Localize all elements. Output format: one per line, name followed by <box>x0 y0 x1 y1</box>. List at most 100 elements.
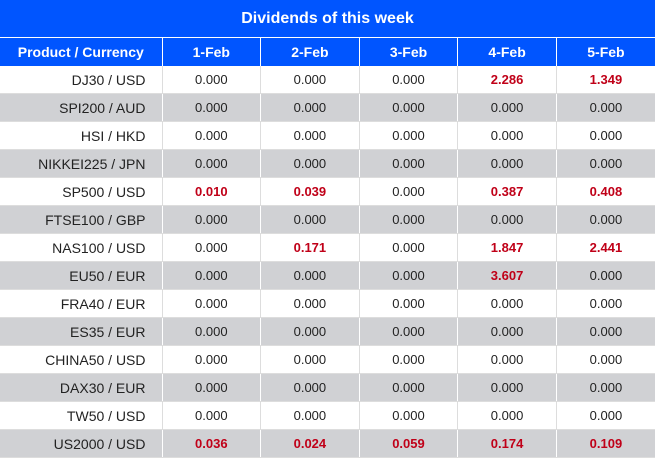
dividend-value-cell: 0.024 <box>260 429 360 458</box>
dividend-value-cell: 0.000 <box>161 233 261 262</box>
table-row: ES35 / EUR 0.000 0.000 0.000 0.000 0.000 <box>0 317 655 346</box>
dividend-value-cell: 0.171 <box>260 233 360 262</box>
dividend-value-cell: 1.349 <box>555 66 655 94</box>
dividend-value-cell: 0.000 <box>358 373 458 402</box>
dividend-value-cell: 0.000 <box>358 205 458 234</box>
table-row: SPI200 / AUD 0.000 0.000 0.000 0.000 0.000 <box>0 93 655 122</box>
dividend-value-cell: 0.000 <box>161 261 261 290</box>
dividend-value-cell: 0.000 <box>161 289 261 318</box>
dividend-value-cell: 0.000 <box>358 93 458 122</box>
dividend-value-cell: 0.387 <box>457 177 557 206</box>
dividend-value-cell: 0.000 <box>358 233 458 262</box>
product-cell: SP500 / USD <box>0 177 162 206</box>
product-cell: SPI200 / AUD <box>0 93 162 122</box>
product-cell: TW50 / USD <box>0 401 162 430</box>
dividend-value-cell: 0.000 <box>161 205 261 234</box>
dividend-value-cell: 0.039 <box>260 177 360 206</box>
dividend-value-cell: 0.000 <box>161 93 261 122</box>
dividend-value-cell: 0.000 <box>260 93 360 122</box>
product-cell: FRA40 / EUR <box>0 289 162 318</box>
column-header-product: Product / Currency <box>0 37 162 66</box>
dividend-value-cell: 0.000 <box>260 121 360 150</box>
table-row: US2000 / USD 0.036 0.024 0.059 0.174 0.109 <box>0 429 655 458</box>
table-row: FTSE100 / GBP 0.000 0.000 0.000 0.000 0.000 <box>0 205 655 234</box>
dividend-value-cell: 0.000 <box>555 289 655 318</box>
dividend-value-cell: 1.847 <box>457 233 557 262</box>
dividend-value-cell: 2.441 <box>555 233 655 262</box>
dividend-value-cell: 0.000 <box>260 66 360 94</box>
dividend-value-cell: 0.000 <box>260 345 360 374</box>
dividend-value-cell: 3.607 <box>457 261 557 290</box>
dividend-value-cell: 0.000 <box>555 93 655 122</box>
dividend-value-cell: 0.000 <box>457 121 557 150</box>
dividend-value-cell: 0.010 <box>161 177 261 206</box>
column-header-date: 5-Feb <box>555 37 655 66</box>
dividend-value-cell: 0.000 <box>260 261 360 290</box>
dividend-value-cell: 0.000 <box>555 401 655 430</box>
product-cell: US2000 / USD <box>0 429 162 458</box>
dividend-value-cell: 0.000 <box>358 345 458 374</box>
product-cell: HSI / HKD <box>0 121 162 150</box>
product-cell: NIKKEI225 / JPN <box>0 149 162 178</box>
column-header-date: 1-Feb <box>161 37 261 66</box>
dividend-value-cell: 0.000 <box>358 261 458 290</box>
dividend-value-cell: 0.000 <box>358 401 458 430</box>
product-cell: ES35 / EUR <box>0 317 162 346</box>
table-row: SP500 / USD 0.010 0.039 0.000 0.387 0.408 <box>0 177 655 206</box>
product-cell: DJ30 / USD <box>0 66 162 94</box>
dividend-value-cell: 0.000 <box>358 177 458 206</box>
dividend-value-cell: 0.000 <box>161 121 261 150</box>
dividend-value-cell: 0.000 <box>358 149 458 178</box>
product-cell: NAS100 / USD <box>0 233 162 262</box>
dividend-value-cell: 0.000 <box>555 345 655 374</box>
dividend-value-cell: 0.000 <box>457 93 557 122</box>
dividend-value-cell: 0.000 <box>260 373 360 402</box>
dividend-value-cell: 0.109 <box>555 429 655 458</box>
dividend-value-cell: 0.000 <box>358 317 458 346</box>
dividend-value-cell: 0.000 <box>555 121 655 150</box>
dividend-value-cell: 0.000 <box>555 373 655 402</box>
column-header-date: 4-Feb <box>457 37 557 66</box>
dividend-value-cell: 0.000 <box>260 289 360 318</box>
dividend-value-cell: 0.174 <box>457 429 557 458</box>
table-row: HSI / HKD 0.000 0.000 0.000 0.000 0.000 <box>0 121 655 150</box>
column-header-date: 3-Feb <box>358 37 458 66</box>
dividend-value-cell: 0.000 <box>161 373 261 402</box>
dividends-table: Product / Currency 1-Feb 2-Feb 3-Feb 4-Feb 5-… <box>0 37 655 458</box>
dividend-value-cell: 0.000 <box>555 149 655 178</box>
table-row: FRA40 / EUR 0.000 0.000 0.000 0.000 0.000 <box>0 289 655 318</box>
table-row: DJ30 / USD 0.000 0.000 0.000 2.286 1.349 <box>0 66 655 94</box>
dividend-value-cell: 0.000 <box>457 149 557 178</box>
dividend-value-cell: 0.000 <box>161 345 261 374</box>
dividend-value-cell: 0.000 <box>457 317 557 346</box>
table-row: EU50 / EUR 0.000 0.000 0.000 3.607 0.000 <box>0 261 655 290</box>
dividend-value-cell: 0.000 <box>260 401 360 430</box>
product-cell: FTSE100 / GBP <box>0 205 162 234</box>
dividend-value-cell: 0.000 <box>161 66 261 94</box>
dividend-value-cell: 0.000 <box>457 205 557 234</box>
header-row: Product / Currency 1-Feb 2-Feb 3-Feb 4-Feb 5-… <box>0 37 655 66</box>
dividend-value-cell: 2.286 <box>457 66 557 94</box>
dividend-value-cell: 0.000 <box>161 149 261 178</box>
product-cell: CHINA50 / USD <box>0 345 162 374</box>
dividend-value-cell: 0.000 <box>358 121 458 150</box>
dividend-value-cell: 0.000 <box>457 289 557 318</box>
dividend-value-cell: 0.000 <box>161 401 261 430</box>
dividend-value-cell: 0.000 <box>260 205 360 234</box>
product-cell: DAX30 / EUR <box>0 373 162 402</box>
table-row: NAS100 / USD 0.000 0.171 0.000 1.847 2.441 <box>0 233 655 262</box>
dividend-value-cell: 0.408 <box>555 177 655 206</box>
dividend-value-cell: 0.000 <box>260 149 360 178</box>
dividend-value-cell: 0.000 <box>358 289 458 318</box>
dividend-value-cell: 0.000 <box>555 205 655 234</box>
table-row: NIKKEI225 / JPN 0.000 0.000 0.000 0.000 0.000 <box>0 149 655 178</box>
dividend-value-cell: 0.000 <box>555 261 655 290</box>
table-row: CHINA50 / USD 0.000 0.000 0.000 0.000 0.000 <box>0 345 655 374</box>
dividend-value-cell: 0.000 <box>161 317 261 346</box>
dividend-value-cell: 0.000 <box>358 66 458 94</box>
dividend-value-cell: 0.000 <box>457 401 557 430</box>
product-cell: EU50 / EUR <box>0 261 162 290</box>
dividend-value-cell: 0.000 <box>260 317 360 346</box>
dividend-value-cell: 0.000 <box>555 317 655 346</box>
dividend-value-cell: 0.036 <box>161 429 261 458</box>
